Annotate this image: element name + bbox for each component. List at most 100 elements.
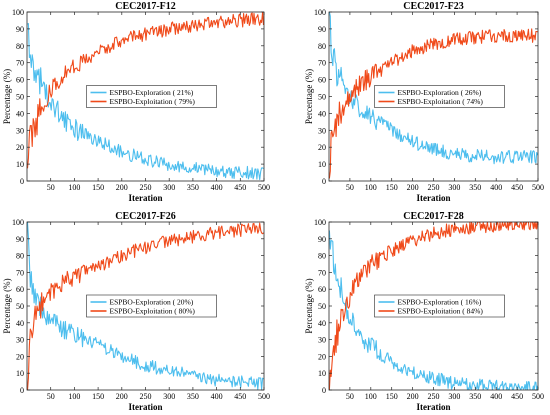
- y-tick-label: 100: [12, 218, 24, 227]
- y-tick-label: 30: [16, 336, 24, 345]
- legend-label-exploitation: ESPBO-Exploitation ( 84%): [398, 307, 484, 316]
- y-tick-label: 50: [318, 93, 326, 102]
- chart-panel: CEC2017-F23 0 10 20 30 40 50 60 70 80 90 100 50 100 15…: [304, 1, 544, 203]
- x-tick-label: 350: [187, 392, 199, 401]
- chart-title: CEC2017-F12: [115, 1, 176, 12]
- y-tick-label: 40: [318, 319, 326, 328]
- series-line-exploration: [329, 230, 538, 390]
- x-tick-label: 450: [511, 392, 523, 401]
- legend: ESPBO-Exploration ( 21%)ESPBO-Exploitati…: [86, 85, 217, 108]
- y-tick-label: 70: [318, 268, 326, 277]
- legend-label-exploitation: ESPBO-Exploitation ( 79%): [110, 97, 196, 106]
- x-tick-label: 50: [346, 392, 354, 401]
- y-tick-label: 100: [314, 218, 326, 227]
- y-tick-label: 40: [318, 109, 326, 118]
- chart-panel: CEC2017-F26 0 10 20 30 40 50 60 70 80 90 100 50 100 15…: [2, 211, 270, 412]
- series-line-exploitation: [329, 222, 538, 390]
- y-tick-label: 80: [16, 252, 24, 261]
- x-tick-label: 150: [386, 392, 398, 401]
- x-tick-label: 200: [407, 183, 419, 192]
- series-line-exploitation: [27, 12, 264, 169]
- legend-label-exploration: ESPBO-Exploration ( 21%): [110, 88, 194, 97]
- series-line-exploration: [27, 222, 264, 390]
- y-tick-label: 20: [16, 143, 24, 152]
- y-axis-label: Percentage (%): [2, 278, 12, 333]
- y-tick-label: 80: [318, 252, 326, 261]
- y-tick-label: 30: [318, 126, 326, 135]
- legend-label-exploitation: ESPBO-Exploitation ( 74%): [398, 97, 484, 106]
- x-tick-label: 250: [428, 392, 440, 401]
- chart-title: CEC2017-F23: [403, 1, 464, 12]
- x-tick-label: 100: [365, 183, 377, 192]
- chart-panel: CEC2017-F28 0 10 20 30 40 50 60 70 80 90 100 50 100 15…: [304, 211, 544, 412]
- x-tick-label: 300: [448, 183, 460, 192]
- x-tick-label: 300: [163, 183, 175, 192]
- chart-title: CEC2017-F26: [115, 211, 176, 222]
- x-tick-label: 100: [68, 183, 80, 192]
- x-tick-label: 450: [234, 183, 246, 192]
- x-tick-label: 500: [532, 392, 544, 401]
- y-tick-label: 0: [20, 177, 24, 186]
- legend-label-exploitation: ESPBO-Exploitation ( 80%): [110, 307, 196, 316]
- x-tick-label: 450: [511, 183, 523, 192]
- y-tick-label: 80: [318, 42, 326, 51]
- y-axis-label: Percentage (%): [2, 69, 12, 124]
- y-axis-label: Percentage (%): [304, 69, 314, 124]
- y-tick-label: 50: [318, 302, 326, 311]
- x-tick-label: 200: [116, 183, 128, 192]
- y-tick-label: 50: [16, 93, 24, 102]
- y-tick-label: 10: [318, 369, 326, 378]
- x-tick-label: 50: [47, 392, 55, 401]
- y-tick-label: 100: [314, 8, 326, 17]
- y-tick-label: 50: [16, 302, 24, 311]
- series-line-exploration: [329, 12, 538, 165]
- legend-label-exploration: ESPBO-Exploration ( 20%): [110, 298, 194, 307]
- x-tick-label: 250: [428, 183, 440, 192]
- legend-box: [86, 294, 217, 318]
- x-axis-label: Iteration: [417, 402, 451, 412]
- x-tick-label: 350: [469, 392, 481, 401]
- y-tick-label: 60: [16, 76, 24, 85]
- x-tick-label: 500: [258, 392, 270, 401]
- x-tick-label: 150: [386, 183, 398, 192]
- legend-box: [86, 85, 217, 108]
- chart-panel: CEC2017-F12 0 10 20 30 40 50 60 70 80 90 100 50 100 15…: [2, 1, 270, 203]
- y-tick-label: 80: [16, 42, 24, 51]
- legend: ESPBO-Exploration ( 26%)ESPBO-Exploitati…: [374, 85, 505, 108]
- legend-label-exploration: ESPBO-Exploration ( 16%): [398, 298, 482, 307]
- x-tick-label: 250: [140, 392, 152, 401]
- x-tick-label: 350: [469, 183, 481, 192]
- y-tick-label: 0: [322, 177, 326, 186]
- y-tick-label: 10: [16, 369, 24, 378]
- y-tick-label: 90: [318, 235, 326, 244]
- y-tick-label: 90: [16, 25, 24, 34]
- y-tick-label: 70: [318, 59, 326, 68]
- x-tick-label: 400: [490, 183, 502, 192]
- y-tick-label: 10: [318, 160, 326, 169]
- x-tick-label: 300: [448, 392, 460, 401]
- x-tick-label: 50: [47, 183, 55, 192]
- y-tick-label: 90: [318, 25, 326, 34]
- legend-label-exploration: ESPBO-Exploration ( 26%): [398, 88, 482, 97]
- x-tick-label: 50: [346, 183, 354, 192]
- series-line-exploration: [27, 23, 264, 181]
- y-tick-label: 40: [16, 319, 24, 328]
- y-tick-label: 100: [12, 8, 24, 17]
- x-tick-label: 300: [163, 392, 175, 401]
- y-tick-label: 10: [16, 160, 24, 169]
- legend-box: [374, 294, 505, 318]
- x-tick-label: 500: [532, 183, 544, 192]
- y-tick-label: 60: [318, 76, 326, 85]
- x-tick-label: 400: [211, 392, 223, 401]
- x-tick-label: 400: [211, 183, 223, 192]
- x-tick-label: 150: [92, 183, 104, 192]
- y-tick-label: 20: [16, 352, 24, 361]
- y-tick-label: 70: [16, 268, 24, 277]
- x-axis-label: Iteration: [129, 193, 163, 203]
- y-tick-label: 30: [16, 126, 24, 135]
- y-tick-label: 30: [318, 336, 326, 345]
- y-tick-label: 60: [16, 285, 24, 294]
- legend: ESPBO-Exploration ( 20%)ESPBO-Exploitati…: [86, 294, 217, 318]
- x-axis-label: Iteration: [417, 193, 451, 203]
